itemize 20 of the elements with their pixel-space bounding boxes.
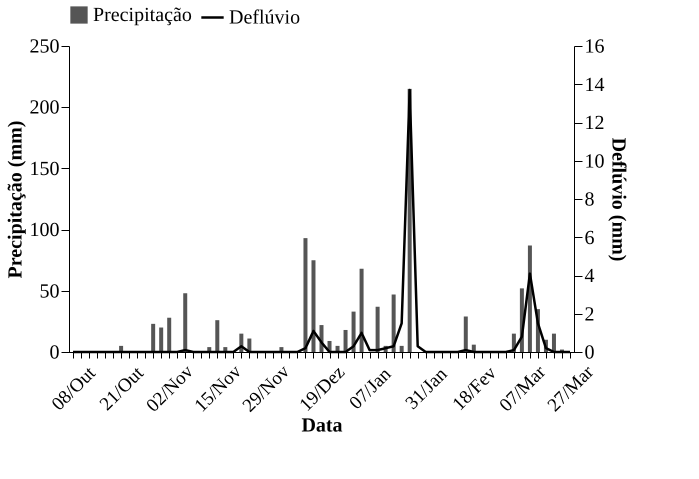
- y-tick-label: 50: [40, 280, 60, 302]
- y2-tick-label: 4: [584, 265, 594, 287]
- y-tick-label: 250: [30, 36, 60, 58]
- legend-label: Deflúvio: [229, 6, 300, 28]
- y-tick-label: 100: [30, 219, 60, 242]
- y2-tick-label: 6: [584, 226, 594, 249]
- y-tick-label: 150: [30, 158, 60, 180]
- y2-axis-title: Deflúvio (mm): [608, 138, 630, 262]
- y2-tick-label: 14: [584, 74, 604, 96]
- y2-tick-label: 12: [584, 112, 604, 134]
- y2-tick-label: 16: [584, 36, 604, 58]
- y2-tick-label: 2: [584, 303, 594, 326]
- y2-tick-label: 0: [584, 342, 594, 364]
- legend-label: Precipitação: [93, 4, 192, 26]
- y2-tick-label: 8: [584, 188, 594, 210]
- y-tick-label: 200: [30, 96, 60, 119]
- y-tick-label: 0: [50, 342, 60, 364]
- y2-tick-label: 10: [584, 150, 604, 172]
- x-axis-title: Data: [301, 414, 343, 437]
- y-axis-title: Precipitação (mm): [4, 120, 26, 278]
